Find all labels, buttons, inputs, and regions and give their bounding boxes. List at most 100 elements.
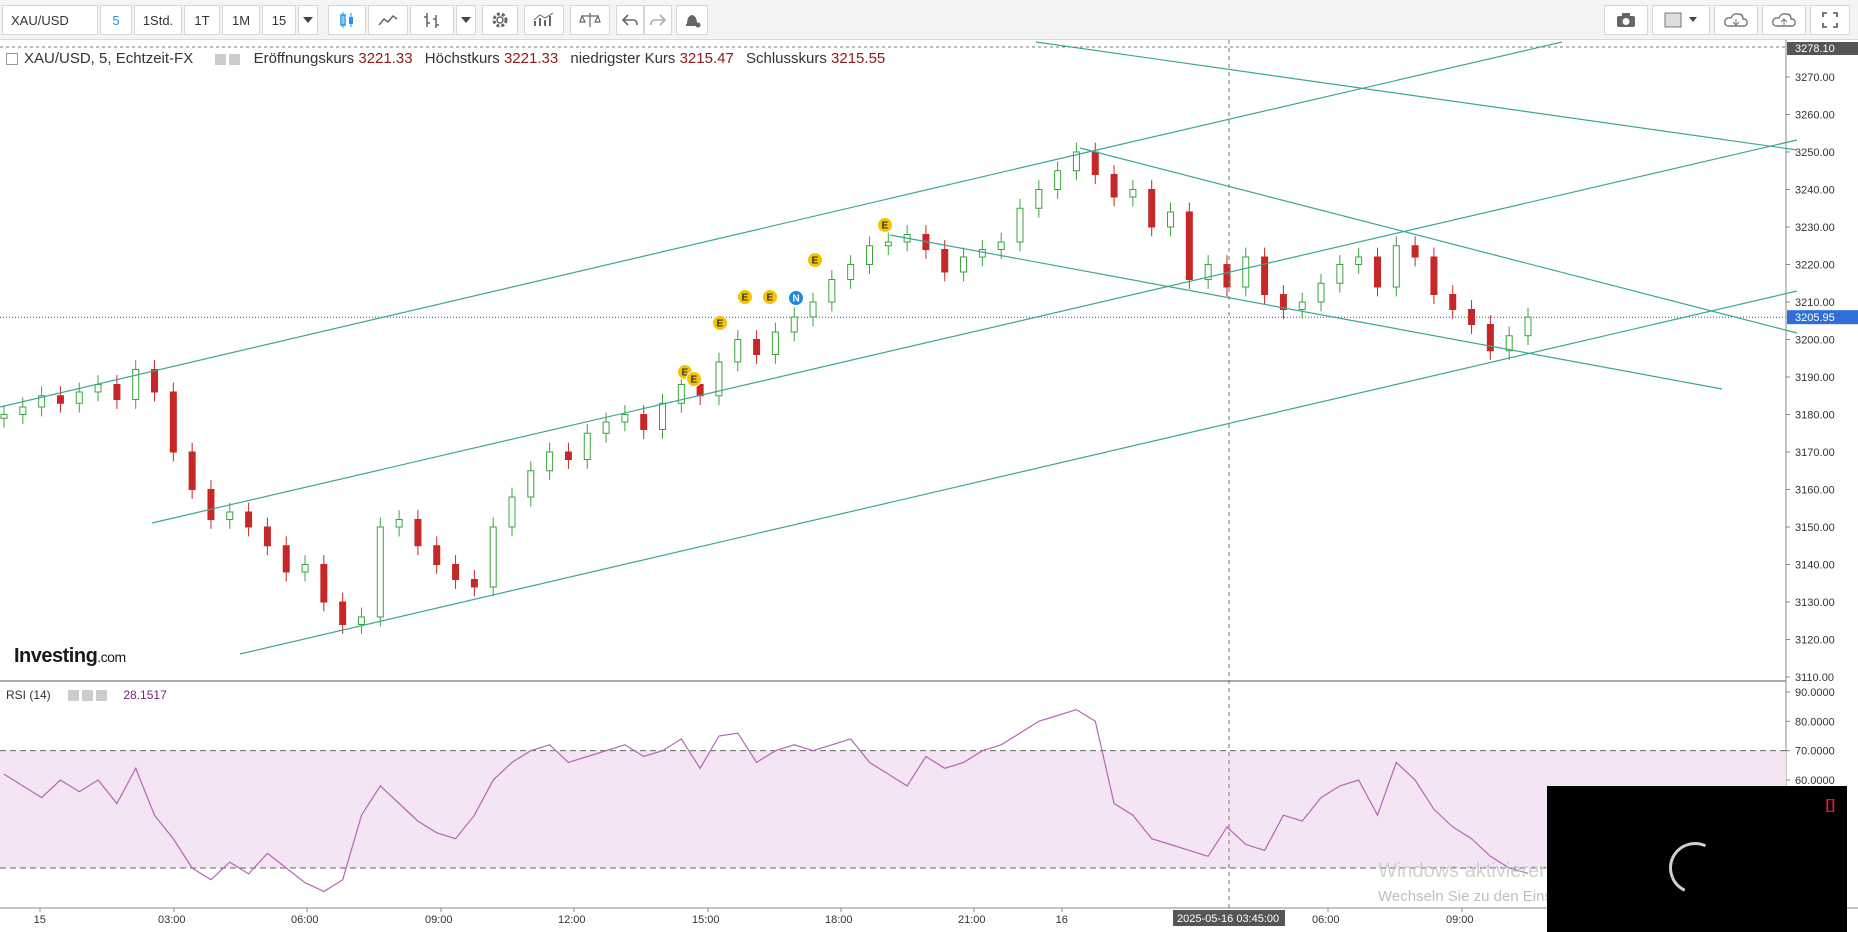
marker-label: E — [767, 293, 774, 304]
settings-gear-icon[interactable] — [482, 5, 518, 35]
trendline[interactable] — [239, 290, 1798, 655]
price-tick-label: 3250.00 — [1795, 147, 1835, 159]
event-marker[interactable] — [737, 289, 753, 305]
event-marker[interactable] — [877, 217, 893, 233]
event-marker[interactable] — [762, 289, 778, 305]
candle-body — [282, 545, 290, 573]
candle-body — [94, 384, 102, 393]
candle-body — [1524, 316, 1532, 337]
candle-body — [1204, 264, 1212, 280]
price-tick-label: 3270.00 — [1795, 72, 1835, 84]
rsi-remove-icon[interactable] — [96, 690, 108, 702]
candle-body — [1091, 151, 1099, 175]
settings-icon[interactable] — [229, 53, 241, 65]
candle-body — [1072, 151, 1080, 172]
low-label: niedrigster Kurs — [570, 50, 676, 67]
candle-body — [1373, 256, 1381, 288]
interval-5-button[interactable]: 5 — [100, 5, 132, 35]
interval-1d-button[interactable]: 1T — [184, 5, 220, 35]
trendline[interactable] — [889, 234, 1723, 390]
candle-body — [1110, 174, 1118, 198]
rsi-visibility-icon[interactable] — [68, 690, 80, 702]
interval-15-button[interactable]: 15 — [262, 5, 296, 35]
trendline[interactable] — [1035, 41, 1798, 151]
redo-icon[interactable] — [644, 5, 672, 35]
candle-body — [564, 451, 572, 460]
line-chart-type-icon[interactable] — [368, 5, 408, 35]
overlay-bracket-icon[interactable]: [] — [1825, 796, 1835, 812]
video-overlay-panel[interactable]: [] — [1547, 786, 1847, 932]
fullscreen-icon[interactable] — [1810, 5, 1850, 35]
collapse-legend-icon[interactable] — [6, 53, 18, 66]
bars-chart-type-icon[interactable] — [410, 5, 454, 35]
top-price-marker-label: 3278.10 — [1795, 43, 1835, 55]
crosshair-time-marker — [1173, 910, 1285, 926]
candle-body — [1336, 264, 1344, 284]
undo-icon[interactable] — [616, 5, 644, 35]
event-marker[interactable] — [807, 252, 823, 268]
price-tick-label: 3130.00 — [1795, 597, 1835, 609]
candle-body — [1054, 170, 1062, 190]
candle-body — [169, 391, 177, 453]
candle-body — [263, 526, 271, 547]
candle-body — [207, 489, 215, 520]
rsi-tick-label: 70.0000 — [1795, 746, 1835, 758]
candle-body — [771, 331, 779, 355]
interval-1h-button[interactable]: 1Std. — [134, 5, 182, 35]
investing-logo: Investing.com — [14, 645, 126, 667]
time-tick-label: 18:00 — [825, 914, 853, 926]
candle-body — [151, 369, 159, 393]
candle-body — [1505, 335, 1513, 352]
time-tick-label: 16 — [1056, 914, 1068, 926]
rsi-settings-icon[interactable] — [82, 690, 94, 702]
marker-label: E — [691, 375, 698, 386]
candle-body — [113, 384, 121, 400]
trendline[interactable] — [1079, 147, 1798, 334]
interval-dropdown-icon[interactable] — [298, 5, 318, 35]
candles-chart-type-icon[interactable] — [328, 5, 366, 35]
news-marker[interactable] — [788, 290, 804, 306]
candle-body — [395, 519, 403, 528]
interval-1m-button[interactable]: 1M — [222, 5, 260, 35]
candle-body — [640, 414, 648, 430]
candle-body — [19, 406, 27, 415]
close-label: Schlusskurs — [746, 50, 827, 67]
symbol-search-input[interactable]: XAU/USD — [2, 5, 98, 35]
trendline[interactable] — [151, 139, 1798, 524]
current-price-marker — [1787, 310, 1858, 325]
candle-body — [847, 264, 855, 280]
cloud-load-icon[interactable] — [1714, 5, 1758, 35]
visibility-icon[interactable] — [215, 53, 227, 65]
screenshot-camera-icon[interactable] — [1604, 5, 1648, 35]
loading-spinner-icon — [1661, 834, 1729, 902]
current-price-label: 3205.95 — [1795, 312, 1835, 324]
low-value: 3215.47 — [679, 50, 734, 67]
chart-type-dropdown-icon[interactable] — [456, 5, 476, 35]
event-marker[interactable] — [712, 315, 728, 331]
layout-select-icon[interactable] — [1652, 5, 1710, 35]
candle-body — [696, 384, 704, 397]
candle-body — [1468, 309, 1476, 325]
time-tick-label: 12:00 — [558, 914, 586, 926]
candle-body — [790, 316, 798, 333]
event-marker[interactable] — [686, 371, 702, 387]
alert-bell-icon[interactable] — [676, 5, 708, 35]
price-tick-label: 3150.00 — [1795, 522, 1835, 534]
time-tick-label: 15:00 — [692, 914, 720, 926]
cloud-save-icon[interactable] — [1762, 5, 1806, 35]
candle-body — [1279, 294, 1287, 310]
candle-body — [659, 402, 667, 430]
price-chart-canvas[interactable]: 3270.00 3260.00 3250.00 3240.00 3230.00 3220.… — [0, 40, 1858, 932]
rsi-value: 28.1517 — [123, 688, 167, 702]
compare-scale-icon[interactable] — [570, 5, 610, 35]
rsi-label: RSI (14) — [6, 688, 51, 702]
high-label: Höchstkurs — [424, 50, 500, 67]
trendline[interactable] — [0, 148, 1102, 408]
candle-body — [508, 496, 516, 528]
time-tick-label: 03:00 — [158, 914, 186, 926]
candle-body — [1261, 256, 1269, 295]
marker-label: N — [793, 294, 800, 305]
indicators-icon[interactable] — [524, 5, 564, 35]
marker-label: E — [882, 221, 889, 232]
trendline[interactable] — [1100, 41, 1563, 150]
